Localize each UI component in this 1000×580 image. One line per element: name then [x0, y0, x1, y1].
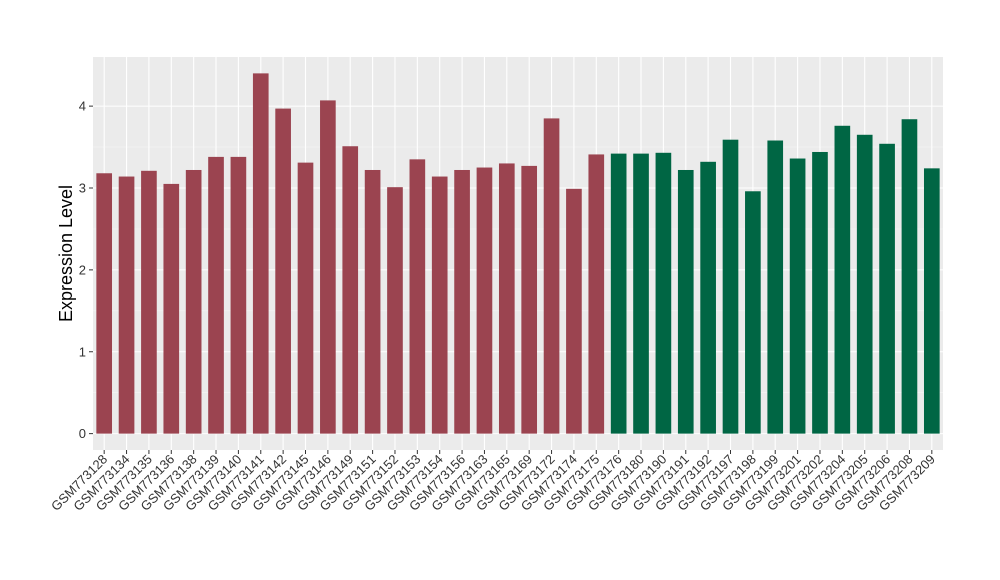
y-axis: 0 1 2 3 4 [79, 99, 93, 441]
bar [118, 176, 135, 434]
bar [208, 156, 224, 434]
bar [856, 134, 873, 434]
bar [431, 176, 448, 434]
bar [700, 161, 716, 434]
bar [722, 139, 739, 434]
bar [655, 152, 672, 434]
bar [163, 183, 180, 434]
bar [901, 119, 918, 434]
bar [633, 153, 649, 434]
bar [275, 108, 291, 434]
bar [767, 140, 784, 434]
bar [252, 73, 269, 434]
bar [141, 170, 157, 434]
y-tick-label: 0 [79, 426, 86, 441]
bar [879, 143, 895, 434]
bar [543, 118, 560, 434]
bar [498, 163, 515, 434]
bars [96, 73, 940, 434]
bar [588, 154, 605, 434]
bar [297, 162, 314, 434]
bar [521, 165, 538, 434]
bar [342, 146, 359, 434]
bar [610, 153, 627, 434]
bar [320, 100, 336, 434]
bar [923, 168, 940, 434]
bar [476, 167, 493, 434]
bar [789, 158, 806, 434]
x-axis: GSM773128GSM773134GSM773135GSM773136GSM7… [48, 450, 938, 514]
y-tick-label: 3 [79, 181, 86, 196]
y-tick-label: 2 [79, 262, 86, 277]
y-tick-label: 1 [79, 344, 86, 359]
bar [812, 151, 828, 434]
bar [409, 159, 426, 434]
bar [566, 188, 582, 434]
bar [364, 169, 381, 434]
bar [677, 169, 694, 434]
bar [454, 169, 470, 434]
bar [185, 169, 202, 434]
y-tick-label: 4 [79, 99, 86, 114]
y-axis-title: Expression Level [56, 185, 76, 322]
bar [230, 156, 247, 434]
bar [387, 187, 403, 434]
bar [745, 191, 761, 434]
bar [96, 173, 113, 434]
bar [834, 125, 851, 434]
